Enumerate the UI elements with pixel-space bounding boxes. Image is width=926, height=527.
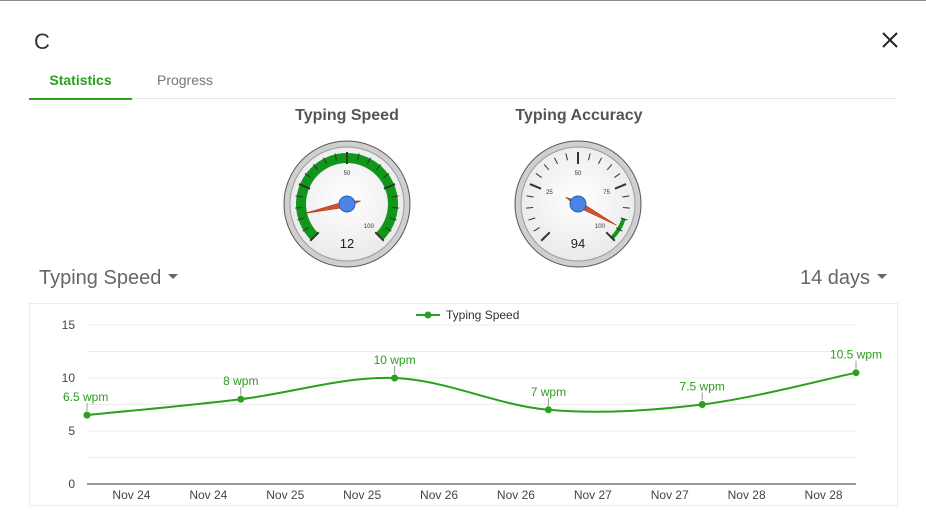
data-point [237,395,245,403]
gauge-tick [295,195,303,198]
gauge-tick [614,183,627,190]
gauge-value: 12 [340,236,354,251]
gauge-tick [302,227,309,232]
gauge-tick [588,153,591,161]
y-tick-label: 15 [62,318,76,332]
gauge-tick [295,207,303,209]
gauge-value: 94 [571,236,585,251]
gauge-scale-label: 50 [575,171,582,177]
data-point [544,406,552,414]
gauge-tick [334,153,337,161]
gauge-tick [383,173,390,178]
legend-label: Typing Speed [446,308,519,322]
x-tick-label: Nov 24 [189,488,227,502]
gauge-tick [383,183,396,190]
chevron-down-icon [168,274,179,280]
gauge-tick [622,195,630,198]
gauge-tick [614,173,621,178]
gauge-tick [553,157,559,165]
gauge-tick [622,207,630,209]
legend-marker [424,311,432,319]
x-tick-label: Nov 25 [343,488,381,502]
gauge-tick [374,231,385,242]
accuracy-gauge: 25 50 75 100 94 [514,140,642,268]
x-tick-label: Nov 27 [574,488,612,502]
data-label: 10.5 wpm [830,348,882,362]
gauge-tick [357,153,360,161]
tab-bar: Statistics Progress [29,67,897,100]
data-point [852,369,860,377]
gauge-tick [606,164,613,171]
chevron-down-icon [877,274,888,280]
gauge-scale-label: 25 [546,190,553,196]
typing-speed-chart: Typing Speed 0 5 10 15 Nov 24 Nov 24 Nov 25 Nov … [29,303,898,506]
tab-progress[interactable]: Progress [156,72,214,88]
data-point [391,374,399,382]
x-tick-label: Nov 25 [266,488,304,502]
range-dropdown-label: 14 days [800,267,871,289]
x-tick-label: Nov 28 [805,488,843,502]
speed-gauge: 50 100 12 [283,140,411,268]
gauge-tick [543,164,550,171]
gauge-tick [620,217,628,221]
gauge-tick [391,195,399,198]
gauge-tick [391,207,399,209]
gauge-tick [298,183,311,190]
gauge-tick [304,173,311,178]
gauge-scale-label: 75 [603,190,610,196]
metric-dropdown[interactable]: Typing Speed [39,267,179,290]
gauge-hub [338,195,356,213]
gauge-tick [297,217,305,221]
gauge-tick [526,195,534,198]
range-dropdown[interactable]: 14 days [800,267,888,290]
y-tick-label: 10 [62,371,76,385]
gauge-tick [597,157,603,165]
x-tick-label: Nov 24 [112,488,150,502]
series-line [86,371,857,417]
data-label: 8 wpm [223,374,258,388]
y-tick-label: 0 [68,477,75,491]
gauge-tick [375,164,382,171]
x-tick-label: Nov 27 [651,488,689,502]
data-point [698,401,706,408]
gauge-tick [309,231,320,242]
gauge-tick [535,173,542,178]
data-point [83,411,91,419]
gauge-tick [312,164,319,171]
x-tick-label: Nov 26 [420,488,458,502]
gauge-tick [526,207,534,209]
data-label: 6.5 wpm [63,390,108,404]
data-label: 7.5 wpm [680,380,725,394]
gauge-tick [528,217,536,221]
gauge-scale-label: 50 [344,171,351,177]
speed-gauge-title: Typing Speed [295,107,399,124]
gauge-tick [389,217,397,221]
gauge-scale-label: 100 [595,224,606,230]
accuracy-gauge-title: Typing Accuracy [515,107,643,124]
gauge-scale-label: 100 [364,224,375,230]
data-label: 10 wpm [374,353,416,367]
gauge-tick [385,227,392,232]
gauge-tick [322,157,328,165]
data-label: 7 wpm [531,385,566,399]
gauge-tick [605,231,616,242]
chart-legend: Typing Speed [416,308,519,322]
gauge-hub [569,195,587,213]
gauge-tick [565,153,568,161]
gauge-tick [366,157,372,165]
close-icon[interactable] [879,29,901,51]
metric-dropdown-label: Typing Speed [39,267,162,289]
x-tick-label: Nov 28 [728,488,766,502]
tab-statistics[interactable]: Statistics [29,72,132,100]
page-title: C [34,29,50,54]
gauge-tick [616,227,623,232]
gauge-tick [533,227,540,232]
gauge-tick [540,231,551,242]
gauge-tick [529,183,542,190]
y-tick-label: 5 [68,424,75,438]
x-tick-label: Nov 26 [497,488,535,502]
